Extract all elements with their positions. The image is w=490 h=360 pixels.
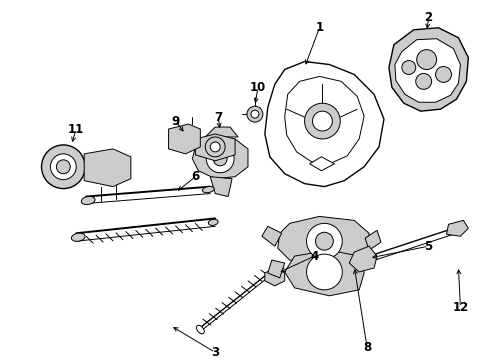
Circle shape [307, 223, 343, 259]
Circle shape [436, 67, 451, 82]
Circle shape [402, 60, 416, 75]
Polygon shape [265, 268, 285, 286]
Text: 1: 1 [316, 21, 323, 34]
Text: 6: 6 [191, 170, 199, 183]
Text: 4: 4 [310, 249, 318, 262]
Circle shape [416, 50, 437, 69]
Ellipse shape [196, 325, 204, 334]
Text: 10: 10 [250, 81, 266, 94]
Polygon shape [205, 127, 238, 137]
Polygon shape [193, 137, 248, 179]
Polygon shape [395, 39, 461, 102]
Polygon shape [262, 226, 282, 246]
Text: 11: 11 [68, 122, 84, 136]
Polygon shape [389, 28, 468, 111]
Polygon shape [310, 157, 334, 171]
Polygon shape [349, 246, 377, 272]
Circle shape [416, 73, 432, 89]
Polygon shape [278, 216, 369, 266]
Circle shape [316, 232, 333, 250]
Circle shape [205, 137, 225, 157]
Text: 12: 12 [452, 301, 468, 314]
Text: 5: 5 [424, 240, 433, 253]
Ellipse shape [72, 233, 85, 241]
Polygon shape [285, 76, 364, 164]
Circle shape [210, 142, 220, 152]
Ellipse shape [81, 197, 95, 204]
Polygon shape [210, 177, 232, 197]
Ellipse shape [208, 219, 218, 225]
Circle shape [313, 111, 332, 131]
Polygon shape [285, 250, 364, 296]
Text: 3: 3 [211, 346, 220, 359]
Text: 8: 8 [363, 341, 371, 354]
Circle shape [206, 145, 234, 173]
Circle shape [42, 145, 85, 189]
Circle shape [50, 154, 76, 180]
Text: 9: 9 [172, 114, 180, 127]
Circle shape [247, 106, 263, 122]
Circle shape [251, 110, 259, 118]
Text: 7: 7 [214, 111, 222, 123]
Ellipse shape [202, 186, 214, 193]
Circle shape [307, 254, 343, 290]
Polygon shape [84, 149, 131, 186]
Polygon shape [365, 230, 381, 250]
Polygon shape [446, 220, 468, 236]
Polygon shape [196, 134, 235, 161]
Circle shape [213, 152, 227, 166]
Circle shape [56, 160, 70, 174]
Polygon shape [268, 260, 285, 278]
Text: 2: 2 [424, 12, 433, 24]
Circle shape [305, 103, 340, 139]
Polygon shape [169, 124, 200, 154]
